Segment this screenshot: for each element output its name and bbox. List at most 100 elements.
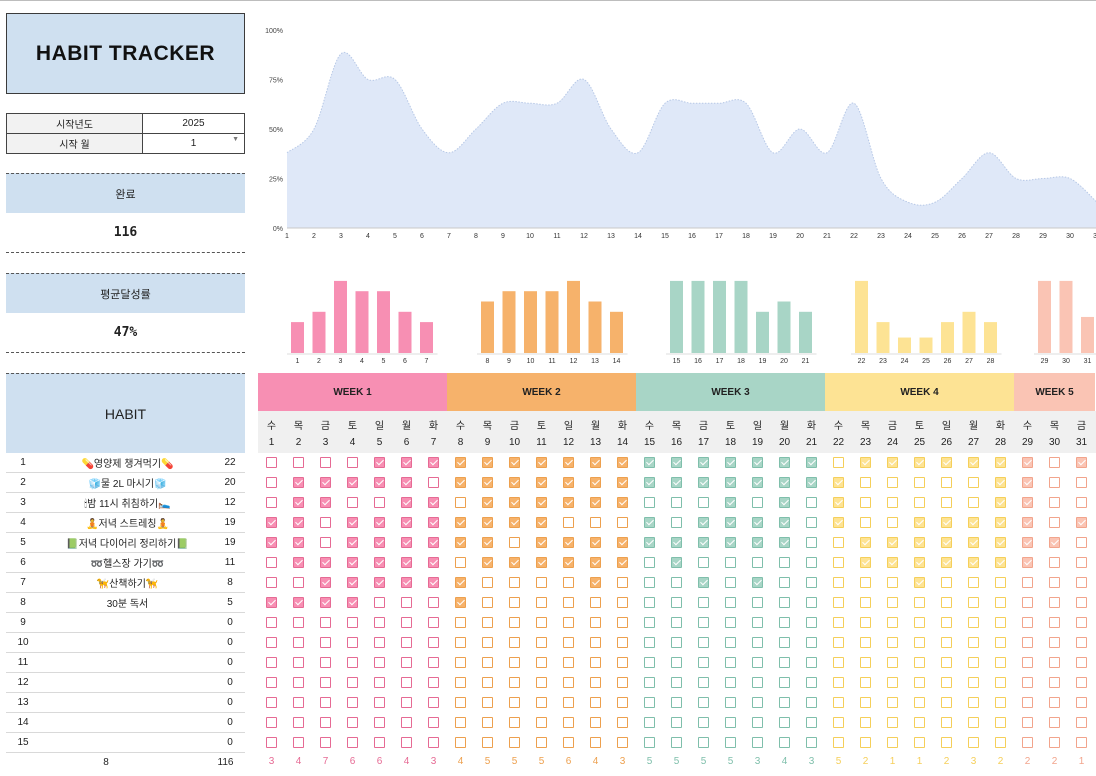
habit-checkbox[interactable]: [509, 597, 520, 608]
habit-checkbox[interactable]: [968, 557, 979, 568]
habit-name[interactable]: 🧘저녁 스트레칭🧘: [86, 519, 169, 530]
habit-checkbox[interactable]: [1022, 677, 1033, 688]
habit-checkbox[interactable]: [455, 677, 466, 688]
habit-checkbox[interactable]: [968, 517, 979, 528]
habit-checkbox[interactable]: [590, 497, 601, 508]
habit-checkbox[interactable]: [617, 637, 628, 648]
habit-checkbox[interactable]: [995, 697, 1006, 708]
habit-checkbox[interactable]: [833, 737, 844, 748]
habit-checkbox[interactable]: [617, 577, 628, 588]
habit-checkbox[interactable]: [347, 717, 358, 728]
habit-checkbox[interactable]: [563, 557, 574, 568]
habit-checkbox[interactable]: [914, 577, 925, 588]
habit-checkbox[interactable]: [320, 637, 331, 648]
habit-checkbox[interactable]: [590, 557, 601, 568]
habit-checkbox[interactable]: [320, 477, 331, 488]
habit-checkbox[interactable]: [995, 517, 1006, 528]
habit-checkbox[interactable]: [401, 497, 412, 508]
habit-checkbox[interactable]: [725, 497, 736, 508]
habit-checkbox[interactable]: [671, 517, 682, 528]
habit-checkbox[interactable]: [1049, 657, 1060, 668]
habit-checkbox[interactable]: [1022, 697, 1033, 708]
habit-checkbox[interactable]: [779, 517, 790, 528]
habit-checkbox[interactable]: [428, 717, 439, 728]
habit-checkbox[interactable]: [374, 517, 385, 528]
habit-checkbox[interactable]: [698, 457, 709, 468]
habit-checkbox[interactable]: [266, 537, 277, 548]
habit-checkbox[interactable]: [806, 497, 817, 508]
habit-checkbox[interactable]: [941, 717, 952, 728]
habit-checkbox[interactable]: [347, 477, 358, 488]
habit-checkbox[interactable]: [725, 537, 736, 548]
habit-checkbox[interactable]: [428, 737, 439, 748]
habit-checkbox[interactable]: [563, 737, 574, 748]
habit-checkbox[interactable]: [806, 657, 817, 668]
habit-checkbox[interactable]: [536, 697, 547, 708]
habit-checkbox[interactable]: [644, 477, 655, 488]
habit-checkbox[interactable]: [563, 617, 574, 628]
habit-checkbox[interactable]: [752, 597, 763, 608]
habit-checkbox[interactable]: [698, 677, 709, 688]
habit-checkbox[interactable]: [617, 517, 628, 528]
habit-checkbox[interactable]: [374, 737, 385, 748]
habit-checkbox[interactable]: [644, 457, 655, 468]
habit-checkbox[interactable]: [941, 657, 952, 668]
habit-checkbox[interactable]: [401, 657, 412, 668]
habit-name[interactable]: 📗저녁 다이어리 정리하기📗: [66, 539, 189, 550]
habit-checkbox[interactable]: [941, 557, 952, 568]
habit-checkbox[interactable]: [1076, 477, 1087, 488]
habit-checkbox[interactable]: [482, 577, 493, 588]
habit-checkbox[interactable]: [995, 477, 1006, 488]
habit-checkbox[interactable]: [698, 617, 709, 628]
habit-checkbox[interactable]: [752, 457, 763, 468]
habit-checkbox[interactable]: [590, 617, 601, 628]
habit-checkbox[interactable]: [1076, 517, 1087, 528]
habit-checkbox[interactable]: [644, 697, 655, 708]
habit-checkbox[interactable]: [536, 497, 547, 508]
habit-checkbox[interactable]: [995, 617, 1006, 628]
habit-checkbox[interactable]: [401, 537, 412, 548]
habit-checkbox[interactable]: [833, 617, 844, 628]
habit-checkbox[interactable]: [860, 537, 871, 548]
habit-checkbox[interactable]: [671, 657, 682, 668]
habit-checkbox[interactable]: [536, 617, 547, 628]
habit-checkbox[interactable]: [914, 717, 925, 728]
habit-checkbox[interactable]: [293, 657, 304, 668]
habit-checkbox[interactable]: [860, 497, 871, 508]
habit-checkbox[interactable]: [617, 717, 628, 728]
habit-checkbox[interactable]: [428, 677, 439, 688]
habit-checkbox[interactable]: [1076, 637, 1087, 648]
habit-checkbox[interactable]: [617, 497, 628, 508]
habit-checkbox[interactable]: [374, 657, 385, 668]
habit-checkbox[interactable]: [455, 537, 466, 548]
habit-checkbox[interactable]: [536, 657, 547, 668]
chevron-down-icon[interactable]: ▼: [232, 136, 239, 143]
habit-checkbox[interactable]: [1049, 457, 1060, 468]
habit-checkbox[interactable]: [698, 637, 709, 648]
habit-checkbox[interactable]: [401, 737, 412, 748]
habit-checkbox[interactable]: [1022, 557, 1033, 568]
habit-checkbox[interactable]: [293, 577, 304, 588]
habit-checkbox[interactable]: [266, 577, 277, 588]
habit-checkbox[interactable]: [1022, 597, 1033, 608]
habit-checkbox[interactable]: [482, 617, 493, 628]
habit-checkbox[interactable]: [968, 497, 979, 508]
habit-checkbox[interactable]: [806, 697, 817, 708]
habit-checkbox[interactable]: [266, 497, 277, 508]
habit-checkbox[interactable]: [860, 517, 871, 528]
habit-checkbox[interactable]: [401, 697, 412, 708]
habit-checkbox[interactable]: [509, 497, 520, 508]
habit-checkbox[interactable]: [1049, 577, 1060, 588]
habit-checkbox[interactable]: [779, 537, 790, 548]
habit-checkbox[interactable]: [995, 677, 1006, 688]
habit-checkbox[interactable]: [455, 517, 466, 528]
habit-checkbox[interactable]: [563, 477, 574, 488]
habit-checkbox[interactable]: [320, 497, 331, 508]
habit-checkbox[interactable]: [266, 737, 277, 748]
habit-checkbox[interactable]: [536, 457, 547, 468]
habit-checkbox[interactable]: [806, 457, 817, 468]
habit-checkbox[interactable]: [509, 537, 520, 548]
habit-checkbox[interactable]: [428, 517, 439, 528]
habit-checkbox[interactable]: [536, 477, 547, 488]
habit-checkbox[interactable]: [941, 497, 952, 508]
